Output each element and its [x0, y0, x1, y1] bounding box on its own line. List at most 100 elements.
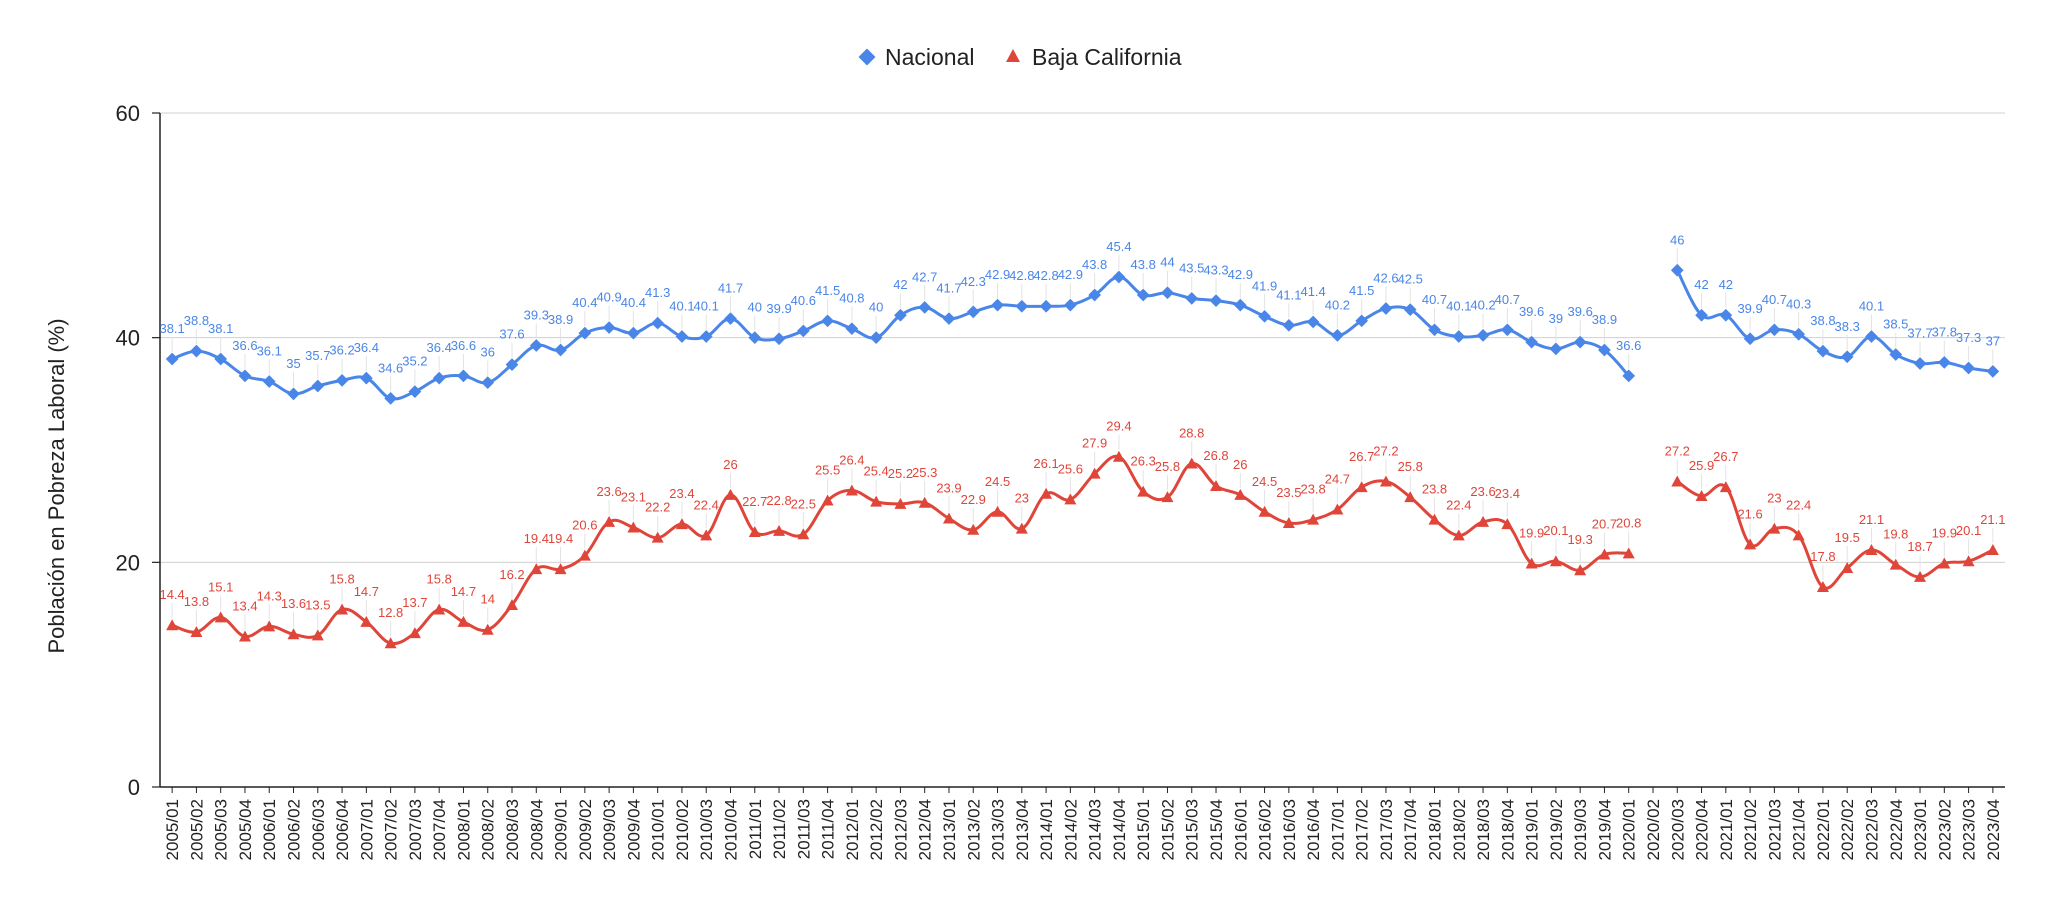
marker-nacional [918, 300, 932, 314]
marker-baja-california [1064, 493, 1077, 505]
marker-baja-california [627, 521, 640, 533]
data-label-baja-california: 25.2 [888, 466, 913, 481]
marker-nacional [1816, 344, 1830, 358]
data-label-baja-california: 26.3 [1131, 454, 1156, 469]
x-tick-label: 2011/01 [746, 799, 765, 859]
x-tick-label: 2009/01 [552, 799, 571, 860]
marker-baja-california [1452, 529, 1465, 541]
data-label-nacional: 34.6 [378, 360, 403, 375]
y-axis-ticks: 0 20 40 60 [116, 101, 160, 800]
x-tick-label: 2012/02 [867, 799, 886, 860]
marker-nacional [1792, 327, 1806, 341]
data-label-nacional: 42.7 [912, 269, 937, 284]
marker-baja-california [336, 603, 349, 615]
x-tick-label: 2006/04 [333, 799, 352, 860]
marker-nacional [796, 324, 810, 338]
marker-baja-california [1865, 543, 1878, 555]
data-label-nacional: 41.1 [1276, 287, 1301, 302]
data-label-nacional: 42.3 [961, 274, 986, 289]
marker-nacional [1233, 298, 1247, 312]
legend-label-baja-california: Baja California [1032, 44, 1182, 70]
marker-nacional [1670, 263, 1684, 277]
marker-baja-california [845, 484, 858, 496]
data-label-nacional: 42.9 [1228, 267, 1253, 282]
x-tick-label: 2013/03 [989, 799, 1008, 860]
marker-baja-california [821, 494, 834, 506]
x-tick-label: 2015/01 [1134, 799, 1153, 860]
data-label-nacional: 43.3 [1203, 263, 1228, 278]
data-label-nacional: 35 [286, 356, 300, 371]
marker-baja-california [967, 523, 980, 535]
x-tick-label: 2005/04 [236, 799, 255, 860]
x-tick-label: 2011/04 [819, 799, 838, 859]
data-label-baja-california: 14.3 [257, 588, 282, 603]
x-tick-label: 2017/01 [1328, 799, 1347, 860]
marker-nacional [1768, 323, 1781, 337]
x-tick-label: 2014/04 [1110, 799, 1129, 860]
x-tick-label: 2019/03 [1571, 799, 1590, 860]
data-label-nacional: 36.1 [257, 343, 282, 358]
data-label-baja-california: 19.4 [548, 531, 573, 546]
data-label-nacional: 40.7 [1422, 292, 1447, 307]
data-label-baja-california: 25.5 [815, 463, 840, 478]
data-label-nacional: 40.1 [669, 299, 694, 314]
marker-baja-california [384, 637, 397, 649]
marker-baja-california [1816, 581, 1829, 593]
marker-nacional [1039, 299, 1053, 313]
marker-nacional [481, 376, 495, 389]
data-label-baja-california: 22.7 [742, 494, 767, 509]
data-label-baja-california: 19.9 [1932, 525, 1957, 540]
marker-baja-california [1986, 543, 1999, 555]
x-tick-label: 2019/02 [1547, 799, 1566, 860]
marker-baja-california [1598, 548, 1611, 560]
marker-nacional [1937, 356, 1951, 369]
data-label-nacional: 41.3 [645, 285, 670, 300]
data-label-nacional: 40.1 [694, 299, 719, 314]
x-tick-label: 2017/02 [1353, 799, 1372, 860]
marker-baja-california [1234, 488, 1247, 500]
marker-baja-california [287, 628, 300, 640]
marker-baja-california [918, 496, 931, 508]
data-label-baja-california: 25.8 [1155, 459, 1180, 474]
data-label-nacional: 36.6 [451, 338, 476, 353]
y-tick-label-60: 60 [116, 101, 140, 126]
marker-nacional [1962, 361, 1975, 375]
marker-nacional [1258, 309, 1271, 323]
marker-nacional [821, 314, 834, 328]
x-tick-label: 2020/02 [1644, 799, 1663, 860]
data-label-baja-california: 20.6 [572, 518, 597, 533]
y-tick-label-20: 20 [116, 550, 140, 575]
marker-baja-california [1040, 487, 1053, 499]
marker-baja-california [1744, 538, 1757, 550]
data-label-baja-california: 26.8 [1203, 448, 1228, 463]
data-label-nacional: 42.9 [985, 267, 1010, 282]
data-label-nacional: 43.8 [1082, 257, 1107, 272]
marker-nacional [1986, 365, 2000, 378]
data-label-nacional: 38.8 [184, 313, 209, 328]
x-tick-label: 2017/04 [1401, 799, 1420, 860]
data-label-nacional: 36.4 [427, 340, 452, 355]
marker-nacional [262, 375, 276, 388]
marker-baja-california [1210, 479, 1223, 491]
marker-nacional [1112, 270, 1126, 284]
marker-nacional [335, 373, 349, 387]
marker-baja-california [263, 620, 276, 632]
marker-baja-california [1671, 475, 1684, 487]
data-label-nacional: 40.3 [1786, 296, 1811, 311]
data-label-baja-california: 23.1 [621, 490, 646, 505]
x-tick-label: 2018/02 [1450, 799, 1469, 860]
data-label-nacional: 46 [1670, 232, 1684, 247]
data-label-nacional: 40.2 [1470, 297, 1495, 312]
data-label-nacional: 37.3 [1956, 330, 1981, 345]
x-tick-label: 2013/04 [1013, 799, 1032, 860]
x-tick-label: 2018/03 [1474, 799, 1493, 860]
x-tick-label: 2021/03 [1765, 799, 1784, 860]
data-label-baja-california: 23.8 [1422, 482, 1447, 497]
marker-baja-california [724, 488, 737, 500]
marker-baja-california [1355, 481, 1368, 493]
data-label-baja-california: 23.9 [936, 481, 961, 496]
marker-baja-california [1137, 485, 1150, 497]
data-label-nacional: 40 [748, 300, 762, 315]
x-tick-label: 2015/04 [1207, 799, 1226, 860]
data-label-nacional: 40.4 [572, 295, 597, 310]
